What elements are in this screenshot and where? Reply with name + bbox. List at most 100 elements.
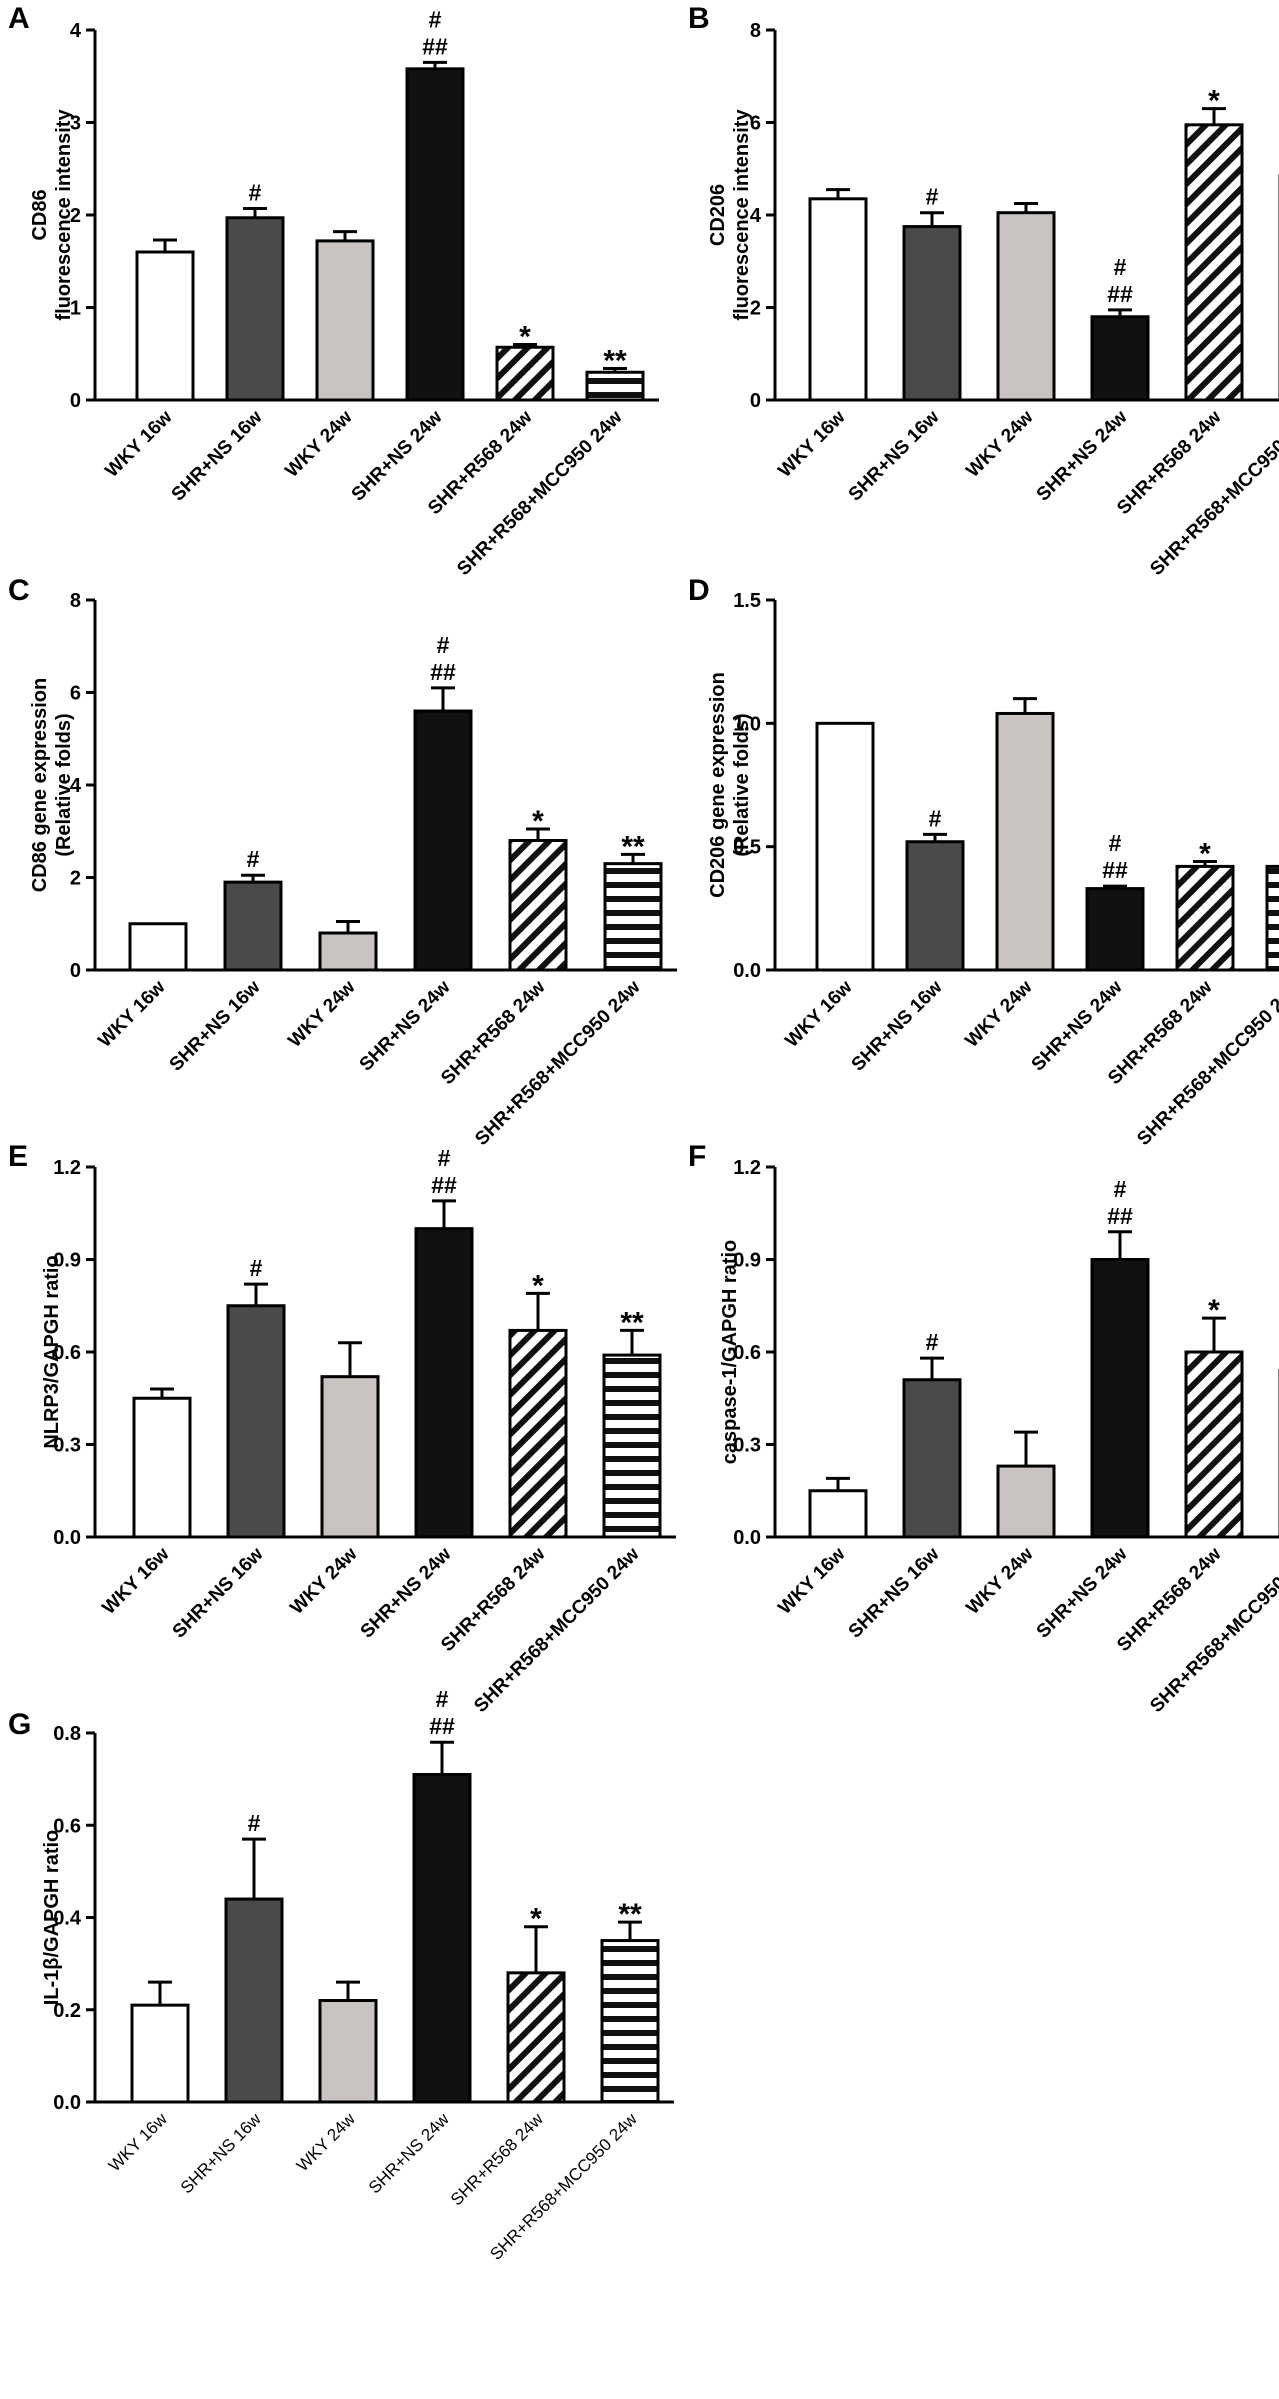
y-tick-label: 8: [70, 590, 81, 612]
significance-label: #: [1114, 254, 1127, 280]
panel-F: F 0.0 0.3 0.6 0.9 1.2 caspase-1/GAPGH ratio WKY…: [688, 1140, 1279, 1717]
y-tick-label: 6: [70, 683, 81, 705]
x-tick-label: SHR+R568 24w: [437, 977, 549, 1089]
bar: [996, 211, 1056, 402]
bar: [318, 931, 378, 972]
y-axis-label: IL-1β/GAPGH ratio: [41, 1830, 63, 2006]
significance-label: #: [436, 1686, 449, 1712]
significance-label: *: [1208, 1294, 1220, 1327]
bar: [995, 711, 1055, 972]
x-tick-label: SHR+NS 16w: [168, 407, 267, 506]
y-tick-label: 4: [70, 775, 82, 797]
bar: [1090, 1258, 1150, 1539]
y-tick-label: 1.5: [733, 590, 761, 612]
bar: [1265, 864, 1279, 972]
y-tick-label: 0.0: [733, 960, 761, 982]
significance-label: #: [926, 1329, 939, 1355]
bar: [413, 709, 473, 972]
significance-label: **: [621, 830, 645, 863]
significance-label: ##: [1107, 1203, 1133, 1229]
x-tick-label: SHR+NS 24w: [1028, 977, 1127, 1076]
x-tick-label: SHR+NS 16w: [845, 407, 944, 506]
significance-label: #: [929, 805, 942, 831]
x-tick-label: WKY 16w: [94, 977, 169, 1052]
x-tick-label: WKY 24w: [286, 1544, 361, 1619]
x-tick-label: WKY 24w: [962, 1544, 1037, 1619]
significance-label: ##: [431, 1172, 457, 1198]
bar: [223, 880, 283, 972]
y-tick-label: 1.2: [733, 1157, 761, 1179]
y-axis-label: caspase-1/GAPGH ratio: [719, 1240, 741, 1465]
panel-letter: E: [8, 1140, 28, 1173]
x-tick-label: SHR+R568+MCC950 24w: [471, 977, 644, 1150]
significance-label: ##: [430, 659, 456, 685]
x-tick-label: SHR+NS 24w: [1033, 1544, 1132, 1643]
y-tick-label: 0: [70, 960, 81, 982]
y-tick-label: 0.6: [53, 1342, 81, 1364]
x-tick-label: SHR+NS 16w: [845, 1544, 944, 1643]
bar: [808, 1489, 868, 1539]
y-tick-label: 0.3: [53, 1435, 81, 1457]
significance-label: **: [620, 1306, 644, 1339]
y-tick-label: 0.5: [733, 837, 761, 859]
y-tick-label: 0.8: [53, 1723, 81, 1745]
panel-B: B 0 2 4 6 8 CD206 fluorescence intensity WKY 16w…: [688, 2, 1279, 580]
x-tick-label: WKY 16w: [98, 1544, 173, 1619]
bar: [1184, 123, 1244, 402]
y-tick-label: 4: [70, 20, 82, 42]
panel-A: A 0 1 2 3 4 CD86 fluorescence intensity WKY 16w #…: [8, 2, 659, 580]
y-axis-label: NLRP3/GAPGH ratio: [41, 1255, 63, 1448]
bar: [902, 1378, 962, 1539]
x-tick-label: SHR+NS 24w: [356, 977, 455, 1076]
y-tick-label: 0.0: [53, 2092, 81, 2114]
y-axis-label-line: caspase-1/GAPGH ratio: [719, 1240, 741, 1465]
significance-label: ##: [1102, 857, 1128, 883]
x-tick-label: WKY 16w: [774, 407, 849, 482]
x-tick-label: SHR+NS 24w: [365, 2109, 453, 2197]
bar: [412, 1773, 472, 2104]
y-axis-label-line: CD206: [707, 184, 729, 246]
y-tick-label: 0.4: [53, 1908, 82, 1930]
y-axis-label-line: CD206 gene expression: [707, 672, 729, 898]
x-tick-label: WKY 16w: [105, 2109, 172, 2176]
bar: [318, 1999, 378, 2104]
y-axis-label-line: fluorescence intensity: [53, 109, 75, 321]
bar: [405, 67, 465, 402]
y-tick-label: 2: [70, 868, 81, 890]
y-axis-label-line: CD86 gene expression: [29, 678, 51, 893]
y-tick-label: 0: [750, 390, 761, 412]
significance-label: *: [519, 321, 531, 354]
bar: [602, 1353, 662, 1539]
bar: [600, 1939, 660, 2104]
bar: [1085, 887, 1145, 972]
bar: [414, 1227, 474, 1539]
x-tick-label: SHR+R568+MCC950 24w: [470, 1544, 643, 1717]
y-tick-label: 0.3: [733, 1435, 761, 1457]
y-tick-label: 0.2: [53, 2000, 81, 2022]
bar: [508, 839, 568, 972]
significance-label: ##: [429, 1713, 455, 1739]
x-tick-label: SHR+R568+MCC950 24w: [453, 407, 626, 580]
significance-label: ##: [422, 33, 448, 59]
x-tick-label: SHR+NS 24w: [1033, 407, 1132, 506]
significance-label: **: [618, 1898, 642, 1931]
bar: [902, 225, 962, 402]
significance-label: *: [532, 805, 544, 838]
y-axis-label-line: (Relative folds): [731, 713, 753, 856]
x-tick-label: WKY 24w: [962, 407, 1037, 482]
x-tick-label: WKY 24w: [293, 2109, 360, 2176]
bar: [1090, 315, 1150, 402]
bar: [130, 2003, 190, 2104]
significance-label: *: [530, 1903, 542, 1936]
significance-label: #: [1109, 830, 1122, 856]
x-tick-label: SHR+NS 16w: [177, 2109, 265, 2197]
significance-label: #: [1114, 1176, 1127, 1202]
x-tick-label: SHR+NS 16w: [166, 977, 265, 1076]
bar: [320, 1375, 380, 1539]
bar: [808, 197, 868, 402]
x-tick-label: SHR+NS 24w: [348, 407, 447, 506]
y-axis-label-line: CD86: [29, 189, 51, 240]
y-tick-label: 0.9: [53, 1250, 81, 1272]
bar: [128, 922, 188, 972]
